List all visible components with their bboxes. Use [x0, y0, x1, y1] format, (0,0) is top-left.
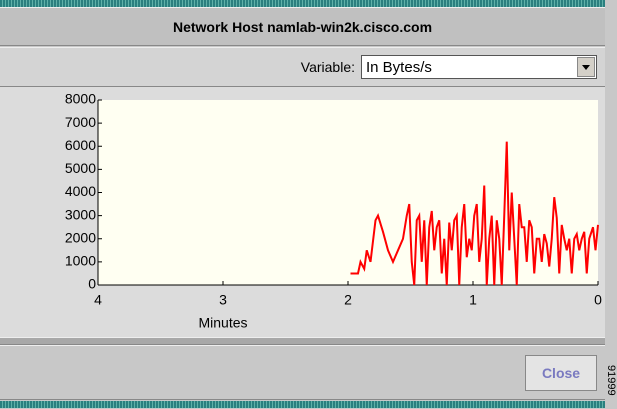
title-bar: Network Host namlab-win2k.cisco.com: [0, 7, 605, 46]
plot-area: [98, 100, 598, 285]
variable-row: Variable: In Bytes/s: [0, 47, 605, 87]
x-tick-label: 0: [594, 292, 602, 308]
dropdown-arrow: [582, 65, 590, 70]
y-tick-label: 6000: [65, 137, 96, 153]
figure-id: 91999: [605, 365, 617, 396]
y-tick-label: 0: [88, 276, 96, 292]
separator: [0, 337, 605, 345]
top-border: [0, 0, 605, 7]
window-title: Network Host namlab-win2k.cisco.com: [172, 18, 433, 35]
dropdown-button[interactable]: [577, 57, 595, 77]
variable-select[interactable]: In Bytes/s: [361, 55, 597, 79]
y-tick-label: 2000: [65, 229, 96, 245]
variable-label: Variable:: [300, 59, 355, 75]
y-tick-label: 3000: [65, 206, 96, 222]
y-tick-label: 8000: [65, 91, 96, 107]
x-tick-label: 3: [219, 292, 227, 308]
data-line: [350, 141, 599, 286]
variable-value: In Bytes/s: [366, 59, 432, 76]
y-tick-label: 7000: [65, 114, 96, 130]
y-tick-label: 4000: [65, 183, 96, 199]
bottom-border: [0, 401, 605, 408]
button-row: Close: [0, 345, 605, 400]
x-tick-label: 1: [469, 292, 477, 308]
y-tick-label: 5000: [65, 160, 96, 176]
y-tick-label: 1000: [65, 253, 96, 269]
close-button[interactable]: Close: [525, 355, 597, 391]
x-tick-label: 4: [94, 292, 102, 308]
x-tick-label: 2: [344, 292, 352, 308]
chart: Minutes 0 1000 2000 3000 4000 5000 6000 7000 800…: [0, 87, 605, 337]
x-axis-label: Minutes: [198, 315, 247, 331]
